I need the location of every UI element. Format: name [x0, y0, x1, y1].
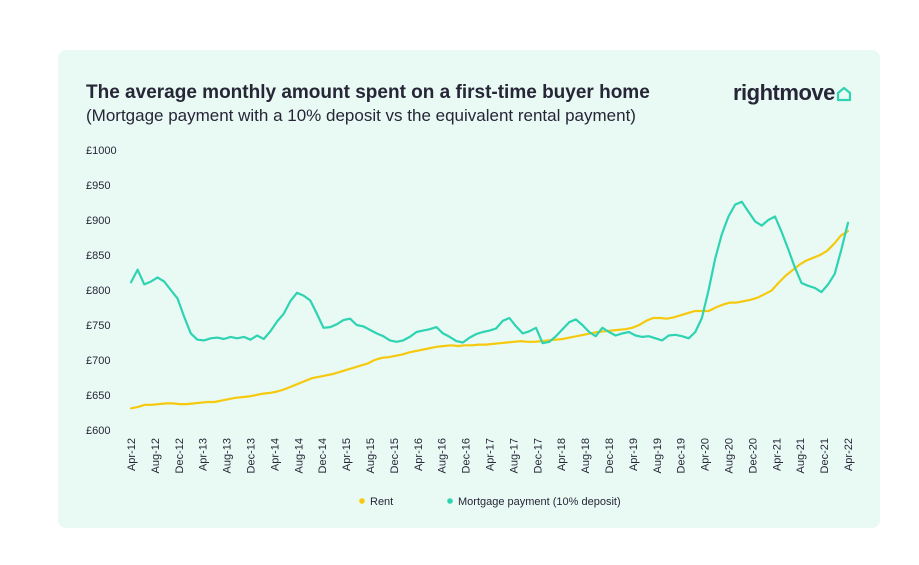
legend-label: Mortgage payment (10% deposit): [458, 496, 621, 508]
y-tick-label: £850: [86, 250, 110, 262]
x-tick-label: Apr-19: [628, 438, 640, 471]
x-tick-label: Dec-18: [604, 438, 616, 473]
x-tick-label: Aug-12: [150, 438, 162, 473]
x-tick-label: Apr-16: [413, 438, 425, 471]
x-tick-label: Aug-15: [365, 438, 377, 473]
rightmove-logo: rightmove: [733, 80, 852, 106]
x-tick-label: Aug-20: [724, 438, 736, 473]
x-tick-label: Apr-22: [843, 438, 855, 471]
mortgage-series-line: [129, 200, 850, 345]
legend-marker: [359, 498, 365, 504]
y-tick-label: £900: [86, 215, 110, 227]
x-tick-label: Aug-18: [580, 438, 592, 473]
x-tick-label: Dec-20: [747, 438, 759, 473]
legend-label: Rent: [370, 496, 393, 508]
legend-marker: [447, 498, 453, 504]
x-tick-label: Apr-20: [700, 438, 712, 471]
x-tick-label: Dec-15: [389, 438, 401, 473]
x-tick-label: Apr-12: [126, 438, 138, 471]
x-tick-label: Dec-21: [819, 438, 831, 473]
y-tick-label: £650: [86, 390, 110, 402]
x-tick-label: Aug-14: [293, 438, 305, 473]
brand-name: rightmove: [733, 80, 835, 105]
x-tick-label: Apr-21: [771, 438, 783, 471]
x-tick-label: Apr-18: [556, 438, 568, 471]
chart-title: The average monthly amount spent on a fi…: [86, 82, 650, 103]
x-tick-label: Apr-17: [485, 438, 497, 471]
y-tick-label: £700: [86, 355, 110, 367]
x-tick-label: Apr-15: [341, 438, 353, 471]
chart-subtitle: (Mortgage payment with a 10% deposit vs …: [86, 106, 636, 125]
y-tick-label: £800: [86, 285, 110, 297]
x-tick-label: Apr-14: [269, 438, 281, 471]
x-tick-label: Dec-19: [676, 438, 688, 473]
x-tick-label: Aug-16: [437, 438, 449, 473]
y-tick-label: £950: [86, 180, 110, 192]
rent-series-line: [129, 230, 850, 410]
x-tick-label: Dec-16: [461, 438, 473, 473]
x-tick-label: Aug-21: [795, 438, 807, 473]
x-tick-label: Dec-17: [532, 438, 544, 473]
x-tick-label: Dec-14: [317, 438, 329, 473]
x-tick-label: Dec-13: [246, 438, 258, 473]
x-tick-label: Apr-13: [198, 438, 210, 471]
x-tick-label: Aug-13: [222, 438, 234, 473]
y-tick-label: £1000: [86, 145, 117, 157]
chart-card: [58, 50, 880, 528]
y-tick-label: £750: [86, 320, 110, 332]
house-icon: [836, 86, 851, 102]
x-tick-label: Aug-17: [508, 438, 520, 473]
y-tick-label: £600: [86, 425, 110, 437]
x-tick-label: Dec-12: [174, 438, 186, 473]
x-tick-label: Aug-19: [652, 438, 664, 473]
